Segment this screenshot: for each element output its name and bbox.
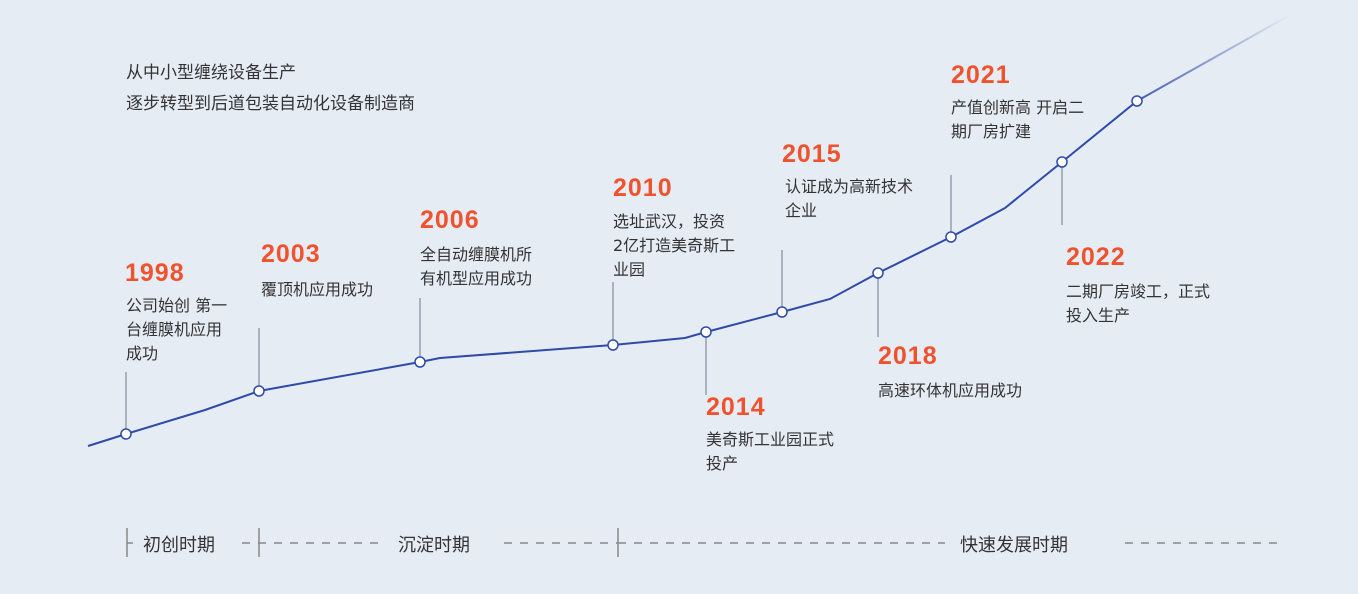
year-2006: 2006 bbox=[420, 206, 480, 234]
desc-line: 有机型应用成功 bbox=[420, 269, 533, 288]
marker-2010 bbox=[607, 339, 619, 351]
year-2018: 2018 bbox=[878, 342, 938, 370]
desc-line: 产值创新高 开启二 bbox=[951, 98, 1085, 117]
desc-2021: 产值创新高 开启二 期厂房扩建 bbox=[951, 96, 1084, 144]
desc-2006: 全自动缠膜机所 有机型应用成功 bbox=[420, 243, 532, 291]
marker-1998 bbox=[120, 428, 132, 440]
year-2010: 2010 bbox=[613, 174, 673, 202]
marker-2014 bbox=[700, 326, 712, 338]
year-2022: 2022 bbox=[1066, 243, 1126, 271]
connectors bbox=[125, 166, 1063, 430]
intro-line-1: 从中小型缠绕设备生产 bbox=[126, 63, 296, 83]
intro-line-2: 逐步转型到后道包装自动化设备制造商 bbox=[126, 94, 415, 114]
marker-end bbox=[1131, 95, 1143, 107]
period-bar bbox=[126, 528, 1280, 557]
desc-line: 美奇斯工业园正式 bbox=[706, 430, 835, 449]
marker-2015 bbox=[776, 306, 788, 318]
desc-2018: 高速环体机应用成功 bbox=[878, 379, 1022, 403]
desc-line: 投产 bbox=[706, 454, 739, 473]
marker-2022 bbox=[1056, 156, 1068, 168]
desc-line: 高速环体机应用成功 bbox=[878, 381, 1023, 400]
desc-line: 选址武汉，投资 bbox=[613, 212, 726, 231]
marker-2006 bbox=[414, 356, 426, 368]
marker-2018 bbox=[872, 267, 884, 279]
desc-2003: 覆顶机应用成功 bbox=[261, 278, 373, 302]
desc-line: 业园 bbox=[613, 260, 646, 279]
desc-2014: 美奇斯工业园正式 投产 bbox=[706, 428, 834, 476]
desc-line: 2亿打造美奇斯工 bbox=[613, 236, 736, 255]
desc-line: 台缠膜机应用 bbox=[126, 320, 223, 339]
growth-line-fade bbox=[1136, 14, 1291, 102]
year-2003: 2003 bbox=[261, 240, 321, 268]
desc-2015: 认证成为高新技术 企业 bbox=[785, 175, 913, 223]
period-accumulation: 沉淀时期 bbox=[398, 535, 470, 556]
desc-line: 成功 bbox=[126, 344, 159, 363]
desc-2010: 选址武汉，投资 2亿打造美奇斯工 业园 bbox=[613, 210, 735, 282]
period-founding: 初创时期 bbox=[143, 535, 215, 556]
period-rapid-growth: 快速发展时期 bbox=[960, 535, 1068, 556]
year-2015: 2015 bbox=[782, 140, 842, 168]
desc-2022: 二期厂房竣工，正式 投入生产 bbox=[1066, 280, 1210, 328]
year-2021: 2021 bbox=[951, 61, 1011, 89]
desc-line: 二期厂房竣工，正式 bbox=[1066, 282, 1211, 301]
desc-line: 企业 bbox=[785, 201, 818, 220]
desc-line: 期厂房扩建 bbox=[951, 122, 1032, 141]
desc-line: 投入生产 bbox=[1066, 306, 1131, 325]
desc-line: 覆顶机应用成功 bbox=[261, 280, 374, 299]
desc-1998: 公司始创 第一 台缠膜机应用 成功 bbox=[126, 294, 227, 366]
marker-2021 bbox=[945, 231, 957, 243]
desc-line: 认证成为高新技术 bbox=[785, 177, 914, 196]
desc-line: 全自动缠膜机所 bbox=[420, 245, 533, 264]
year-1998: 1998 bbox=[125, 259, 185, 287]
desc-line: 公司始创 第一 bbox=[126, 296, 228, 315]
growth-line bbox=[87, 100, 1138, 447]
year-2014: 2014 bbox=[706, 393, 766, 421]
marker-2003 bbox=[253, 385, 265, 397]
